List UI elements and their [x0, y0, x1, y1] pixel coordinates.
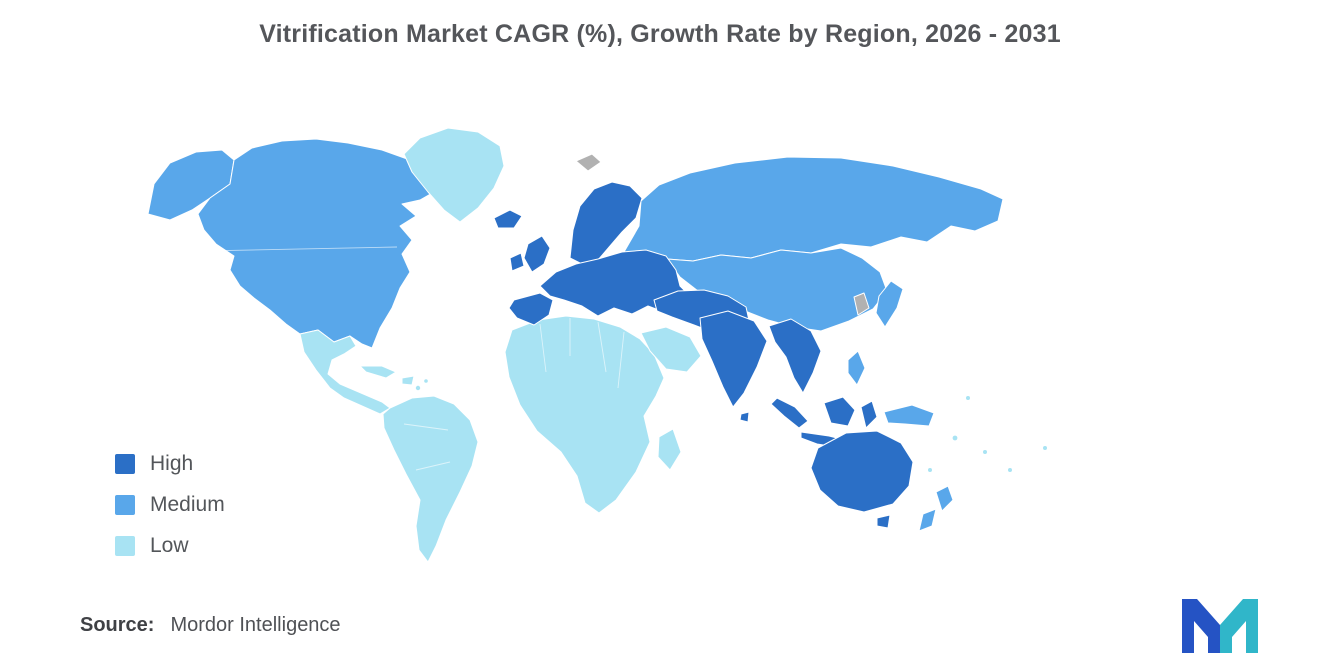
region-sri-lanka	[739, 411, 750, 423]
country-borders	[204, 246, 625, 471]
legend: High Medium Low	[115, 452, 225, 558]
region-cuba	[359, 365, 397, 379]
source-value: Mordor Intelligence	[170, 614, 341, 636]
region-africa	[504, 315, 665, 514]
region-pacific-islands	[928, 396, 1047, 472]
legend-label-low: Low	[150, 534, 189, 557]
region-hispaniola	[401, 375, 415, 386]
region-greenland	[403, 127, 505, 223]
region-sulawesi	[860, 400, 878, 429]
region-caribbean-islands	[415, 379, 428, 391]
source-label: Source:	[80, 614, 155, 636]
region-madagascar	[657, 428, 682, 471]
source-line: Source: Mordor Intelligence	[80, 614, 341, 637]
region-india	[699, 310, 768, 408]
region-svalbard	[575, 153, 602, 172]
region-uk	[523, 235, 551, 273]
region-new-zealand-north	[935, 485, 954, 512]
legend-swatch-low	[115, 536, 135, 556]
region-philippines	[847, 350, 866, 386]
logo-right-shape	[1220, 599, 1258, 653]
region-iceland	[493, 209, 523, 229]
mordor-intelligence-logo	[1182, 599, 1258, 653]
region-australia	[810, 430, 914, 513]
legend-item-medium: Medium	[115, 493, 225, 517]
region-new-zealand-south	[918, 508, 937, 532]
region-south-america	[382, 395, 479, 563]
page-title: Vitrification Market CAGR (%), Growth Ra…	[259, 20, 1061, 48]
region-korea	[853, 292, 870, 316]
region-southeast-asia	[768, 318, 822, 394]
legend-label-medium: Medium	[150, 493, 225, 516]
legend-item-high: High	[115, 452, 225, 476]
region-mexico-central-america	[299, 329, 391, 415]
region-tasmania	[876, 514, 891, 529]
region-iberia	[508, 292, 554, 326]
region-arabian-peninsula	[640, 326, 702, 373]
region-russia	[623, 156, 1004, 262]
region-canada-us	[197, 138, 435, 349]
legend-item-low: Low	[115, 534, 225, 558]
region-ireland	[509, 252, 525, 272]
legend-swatch-high	[115, 454, 135, 474]
region-japan	[875, 280, 904, 328]
region-sumatra	[770, 397, 809, 429]
logo-left-shape	[1182, 599, 1220, 653]
region-borneo	[823, 396, 856, 427]
region-new-guinea	[883, 404, 935, 427]
legend-swatch-medium	[115, 495, 135, 515]
legend-label-high: High	[150, 452, 194, 475]
